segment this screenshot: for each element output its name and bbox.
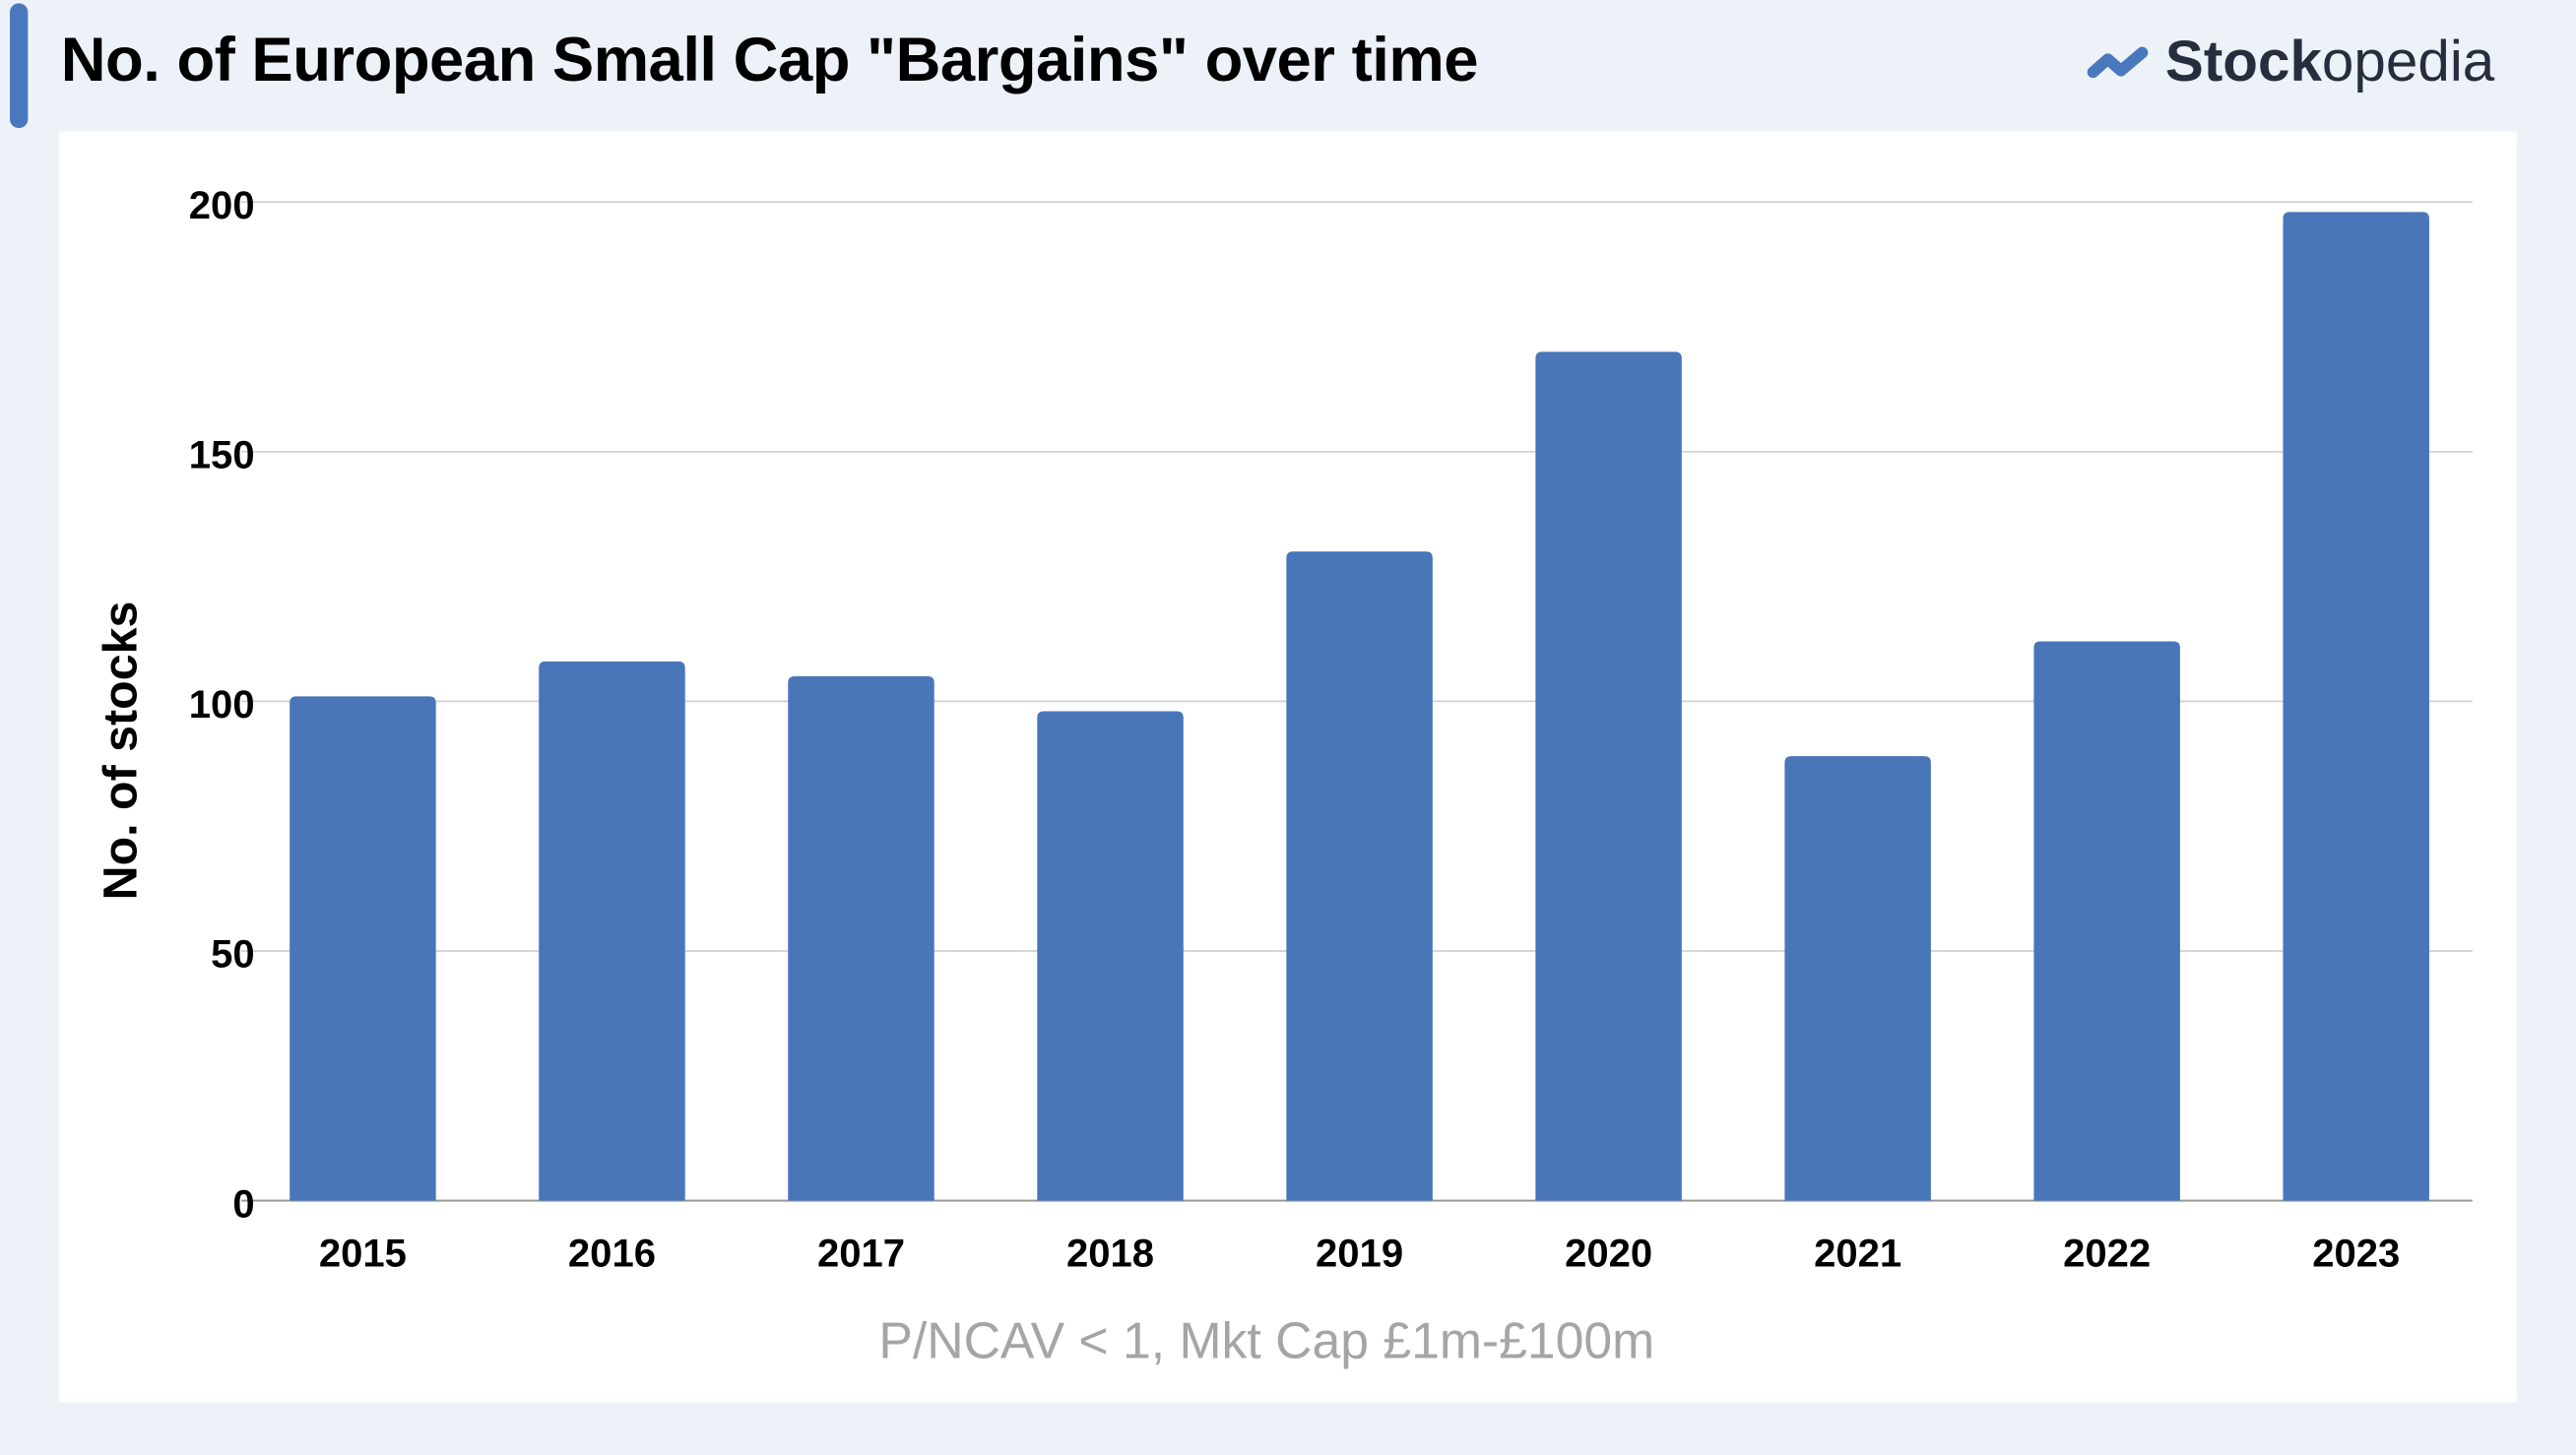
y-tick-label: 200 <box>189 184 255 227</box>
y-tick-label: 150 <box>189 433 255 476</box>
x-axis-label: P/NCAV < 1, Mkt Cap £1m-£100m <box>878 1312 1654 1369</box>
y-tick-label: 0 <box>232 1182 254 1226</box>
y-axis-label: No. of stocks <box>94 601 147 901</box>
x-tick-label: 2015 <box>319 1232 407 1275</box>
bar-2018 <box>1037 711 1184 1201</box>
y-tick-label: 50 <box>211 933 255 977</box>
bar-2021 <box>1784 756 1931 1201</box>
x-tick-label: 2020 <box>1565 1232 1652 1275</box>
stockopedia-logo: Stockopedia <box>2087 30 2494 95</box>
bar-2022 <box>2033 641 2180 1201</box>
bar-2017 <box>788 676 934 1201</box>
x-tick-label: 2016 <box>568 1232 656 1275</box>
y-tick-label: 100 <box>189 683 255 727</box>
logo-wordmark: Stockopedia <box>2164 30 2495 95</box>
chart-title: No. of European Small Cap "Bargains" ove… <box>60 26 1479 95</box>
bar-2023 <box>2283 212 2429 1201</box>
x-tick-label: 2023 <box>2312 1232 2400 1275</box>
bar-2015 <box>290 696 436 1201</box>
trend-line-icon <box>2087 46 2149 79</box>
x-tick-label: 2019 <box>1316 1232 1403 1275</box>
x-tick-label: 2022 <box>2063 1232 2151 1275</box>
x-tick-label: 2018 <box>1066 1232 1154 1275</box>
bar-2016 <box>539 661 685 1201</box>
title-accent-bar <box>10 3 29 129</box>
bar-2020 <box>1535 351 1682 1201</box>
x-tick-label: 2021 <box>1814 1232 1901 1275</box>
bar-2019 <box>1286 551 1433 1201</box>
x-tick-label: 2017 <box>817 1232 905 1275</box>
